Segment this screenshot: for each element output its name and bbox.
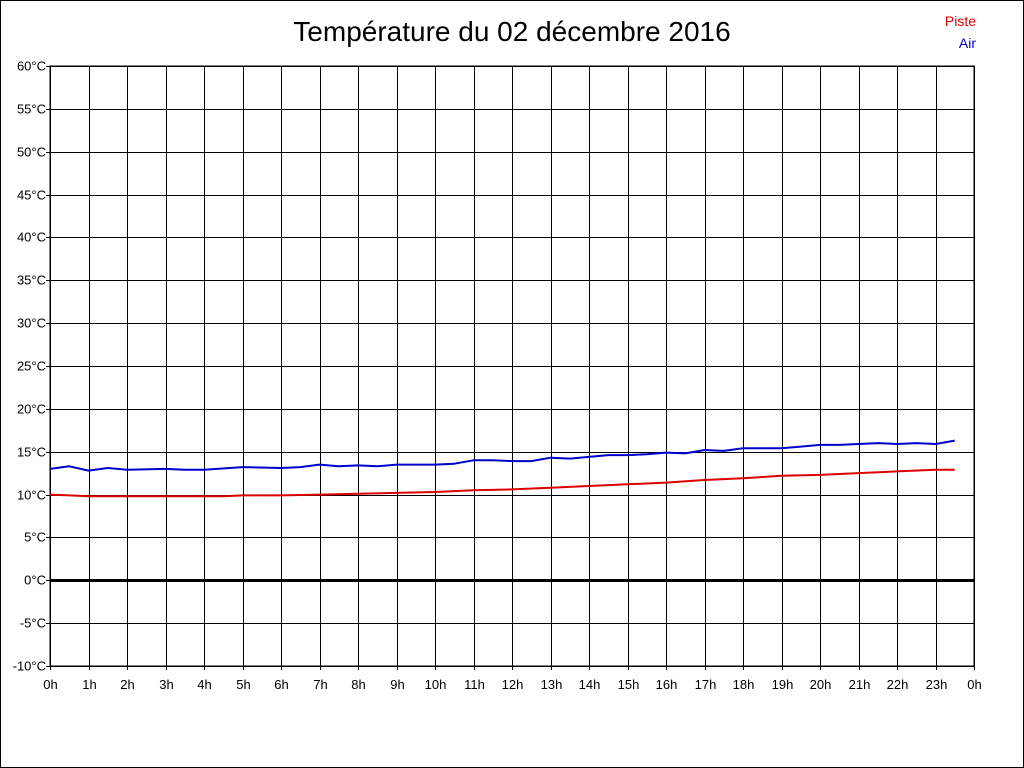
series-line-air — [49, 439, 955, 472]
legend-entry-piste: Piste — [944, 13, 976, 29]
y-tick-label: 40°C — [17, 230, 46, 245]
x-tick-label: 0h — [967, 677, 981, 692]
y-tick-label: -10°C — [13, 659, 46, 674]
y-tick-label: 35°C — [17, 273, 46, 288]
x-tick-label: 22h — [887, 677, 909, 692]
y-tick-label: 45°C — [17, 188, 46, 203]
x-tick-label: 16h — [656, 677, 678, 692]
x-tick-label: 19h — [772, 677, 794, 692]
legend-entry-air: Air — [958, 35, 976, 51]
x-tick-label: 7h — [313, 677, 327, 692]
x-tick-label: 17h — [695, 677, 717, 692]
y-tick-label: 25°C — [17, 359, 46, 374]
y-tick-label: -5°C — [20, 616, 46, 631]
x-tick-label: 13h — [541, 677, 563, 692]
x-tick-label: 9h — [390, 677, 404, 692]
x-tick-label: 8h — [351, 677, 365, 692]
x-tick-label: 5h — [236, 677, 250, 692]
chart-title: Température du 02 décembre 2016 — [293, 16, 731, 47]
y-tick-label: 55°C — [17, 102, 46, 117]
y-tick-label: 30°C — [17, 316, 46, 331]
x-tick-label: 0h — [43, 677, 57, 692]
x-tick-label: 18h — [733, 677, 755, 692]
x-tick-label: 14h — [579, 677, 601, 692]
x-tick-label: 10h — [425, 677, 447, 692]
x-tick-label: 23h — [926, 677, 948, 692]
x-tick-label: 11h — [464, 677, 485, 692]
series-line-piste — [49, 468, 955, 498]
y-tick-label: 15°C — [17, 445, 46, 460]
x-tick-label: 4h — [197, 677, 211, 692]
y-tick-label: 5°C — [24, 530, 46, 545]
y-tick-label: 10°C — [17, 488, 46, 503]
x-tick-label: 3h — [159, 677, 173, 692]
x-tick-label: 6h — [274, 677, 288, 692]
x-tick-label: 21h — [849, 677, 871, 692]
y-tick-label: 50°C — [17, 145, 46, 160]
x-tick-label: 2h — [120, 677, 134, 692]
x-tick-label: 12h — [502, 677, 524, 692]
y-tick-label: 60°C — [17, 59, 46, 74]
y-tick-label: 20°C — [17, 402, 46, 417]
x-tick-label: 1h — [82, 677, 96, 692]
x-tick-label: 20h — [810, 677, 832, 692]
x-tick-label: 15h — [618, 677, 640, 692]
y-tick-label: 0°C — [24, 573, 46, 588]
